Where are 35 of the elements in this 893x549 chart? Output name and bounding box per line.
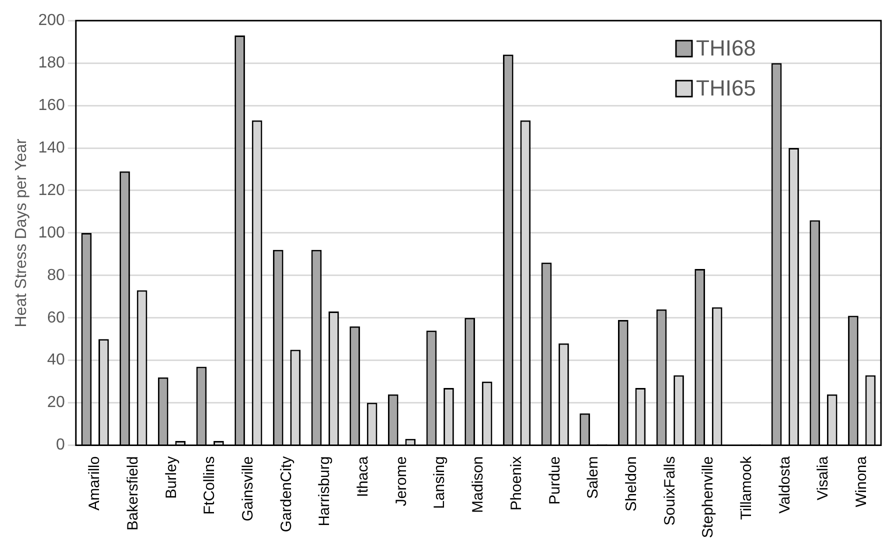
x-tick-label: Purdue (546, 456, 564, 505)
x-tick-label: Lansing (431, 456, 448, 509)
y-tick-label: 60 (47, 309, 65, 326)
y-tick-label: 0 (56, 436, 65, 454)
x-tick-label: Bakersfield (124, 456, 142, 530)
x-tick-label: SouixFalls (661, 456, 678, 526)
x-tick-label: Amarillo (86, 456, 104, 510)
x-tick-label: Madison (470, 456, 487, 513)
y-tick-label: 160 (38, 96, 65, 114)
x-tick-label: Sheldon (622, 456, 640, 512)
legend-label: THI65 (696, 76, 756, 101)
x-tick-label: Gainsville (240, 456, 257, 522)
y-tick-label: 20 (47, 394, 65, 412)
x-tick-label: Valdosta (776, 456, 794, 514)
x-tick-label: Phoenix (508, 456, 525, 510)
y-axis-title: Heat Stress Days per Year (13, 138, 30, 328)
x-tick-label: Jerome (392, 456, 410, 506)
x-tick-label: Winona (852, 456, 870, 508)
y-tick-label: 40 (47, 352, 65, 369)
legend-label: THI68 (696, 36, 756, 61)
x-tick-label: Ithaca (354, 456, 372, 498)
y-tick-label: 140 (38, 139, 65, 156)
y-tick-label: 180 (38, 54, 65, 72)
x-tick-label: Stephenville (700, 456, 717, 538)
y-tick-label: 120 (38, 182, 65, 199)
x-tick-label: Tillamook (738, 456, 755, 520)
x-tick-label: Salem (584, 456, 602, 499)
x-tick-label: GardenCity (278, 456, 295, 532)
y-tick-label: 80 (47, 266, 65, 284)
y-tick-label: 200 (38, 12, 65, 30)
x-tick-label: Visalia (814, 456, 832, 500)
x-tick-label: Burley (162, 456, 180, 499)
x-tick-label: Harrisburg (316, 456, 334, 526)
x-tick-label: FtCollins (201, 456, 218, 515)
y-tick-label: 100 (38, 224, 65, 242)
